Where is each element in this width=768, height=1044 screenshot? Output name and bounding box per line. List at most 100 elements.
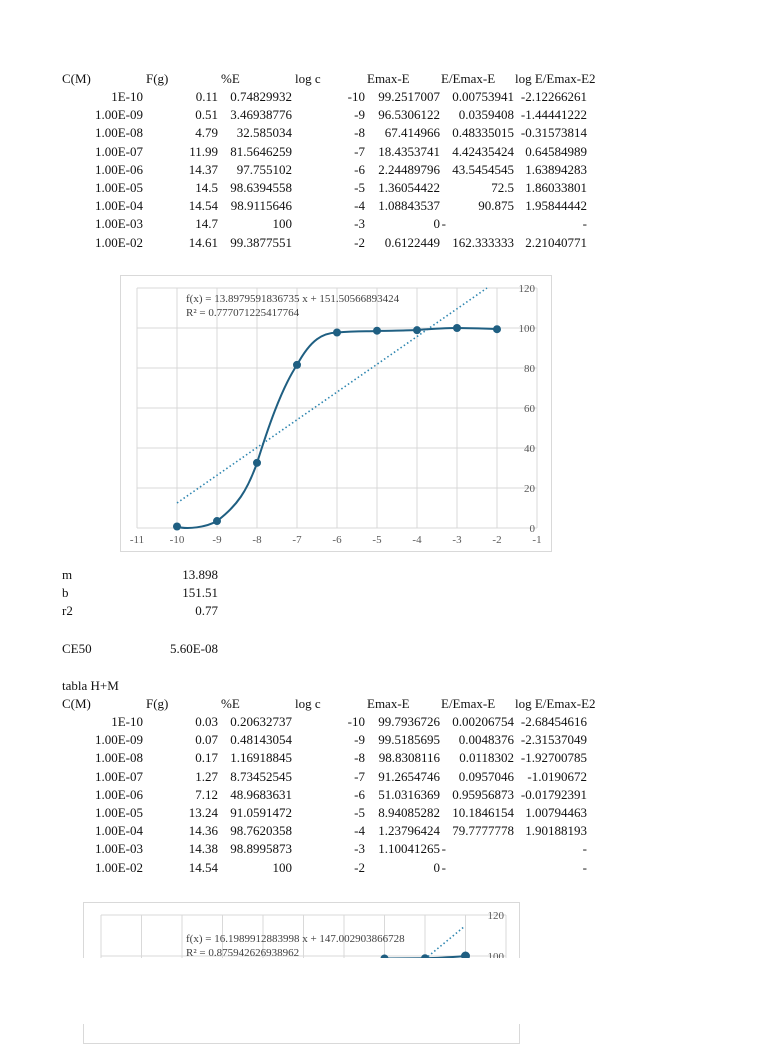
cell-cm: 1E-10: [111, 714, 143, 729]
cell-log-c: -7: [354, 143, 365, 159]
chart-1-xtick: -1: [532, 534, 541, 546]
chart-1-ytick: 20: [524, 483, 536, 495]
chart-1: f(x) = 13.8979591836735 x + 151.50566893…: [120, 275, 552, 552]
header-log-c: log c: [295, 696, 321, 711]
table-1-header: C(M) F(g) %E log c Emax-E E/Emax-E log E…: [0, 70, 768, 88]
cell-log-c: -5: [354, 805, 365, 820]
cell-log-c: -4: [354, 823, 365, 839]
cell-log-c: -3: [354, 216, 365, 232]
cell-pct-e: 48.9683631: [230, 786, 292, 802]
cell-emax-e: 51.0316369: [378, 786, 440, 802]
cell-pct-e: 0.74829932: [230, 89, 292, 104]
cell-pct-e: 0.20632737: [230, 714, 292, 729]
cell-cm: 1.00E-05: [94, 805, 143, 820]
header-emax-e: Emax-E: [367, 71, 410, 86]
cell-pct-e: 91.0591472: [230, 805, 292, 820]
cell-cm: 1E-10: [111, 89, 143, 104]
header-fg: F(g): [146, 696, 169, 711]
chart-2-trendline: [424, 925, 466, 960]
cell-log-e-emax-e2: 1.90188193: [525, 823, 587, 839]
cell-log-e-emax-e2: 2.21040771: [525, 234, 587, 250]
cell-emax-e: 1.23796424: [378, 823, 440, 839]
m-label: m: [62, 567, 73, 582]
table-row: 1.00E-03 14.7 100 -3 0- -: [0, 215, 768, 233]
cell-emax-e: 91.2654746: [378, 768, 440, 784]
cell-cm: 1.00E-06: [94, 786, 143, 802]
chart-1-xtick: -7: [292, 534, 302, 546]
cell-cm: 1.00E-05: [94, 180, 143, 195]
cell-log-c: -3: [354, 841, 365, 857]
cell-emax-e: 99.7936726: [378, 714, 440, 729]
table-row: 1.00E-07 1.27 8.73452545 -7 91.2654746 0.0957…: [0, 768, 768, 786]
ce50-value: 5.60E-08: [169, 641, 218, 656]
m-value: 13.898: [182, 567, 218, 582]
header-fg: F(g): [146, 71, 169, 86]
cell-cm: 1.00E-04: [94, 198, 143, 214]
header-pct-e: %E: [221, 71, 240, 86]
header-pct-e: %E: [221, 696, 240, 711]
cell-log-c: -2: [354, 234, 365, 250]
cell-fg: 14.5: [195, 180, 218, 195]
table-row: 1.00E-04 14.54 98.9115646 -4 1.08843537 90.87…: [0, 197, 768, 215]
cell-log-c: -4: [354, 198, 365, 214]
table-row: 1.00E-08 4.79 32.585034 -8 67.414966 0.483350…: [0, 124, 768, 142]
cell-fg: 1.27: [195, 768, 218, 784]
table-row: 1.00E-06 7.12 48.9683631 -6 51.0316369 0.9595…: [0, 786, 768, 804]
cell-e-emax-e: 0.00206754: [452, 714, 514, 729]
cell-pct-e: 98.6394558: [230, 180, 292, 195]
table-row: 1.00E-05 13.24 91.0591472 -5 8.94085282 10.18…: [0, 804, 768, 822]
cell-log-e-emax-e2: -2.68454616: [520, 714, 587, 729]
cell-emax-e: 18.4353741: [378, 143, 440, 159]
cell-log-e-emax-e2: -: [582, 859, 587, 875]
cell-fg: 14.36: [188, 823, 218, 839]
chart-1-xtick: -8: [252, 534, 262, 546]
chart-1-xtick: -10: [170, 534, 185, 546]
cell-fg: 4.79: [195, 125, 218, 141]
cell-fg: 14.38: [188, 841, 218, 857]
cell-cm: 1.00E-02: [94, 859, 143, 875]
cell-emax-e: 0.6122449: [384, 234, 440, 250]
cell-pct-e: 100: [272, 216, 293, 232]
cell-log-c: -6: [354, 161, 365, 177]
table-2-title: tabla H+M: [62, 678, 119, 693]
b-label: b: [62, 585, 69, 600]
cell-emax-e: 1.08843537: [378, 198, 440, 214]
header-emax-e: Emax-E: [367, 696, 410, 711]
header-log-e-emax-e2: log E/Emax-E2: [515, 696, 596, 711]
chart-1-equation: f(x) = 13.8979591836735 x + 151.50566893…: [186, 293, 400, 305]
cell-log-c: -10: [347, 89, 365, 104]
cell-pct-e: 98.7620358: [230, 823, 292, 839]
cell-log-c: -6: [354, 786, 365, 802]
header-log-c: log c: [295, 71, 321, 86]
chart-1-marker: [333, 328, 341, 337]
chart-1-xtick: -2: [492, 534, 501, 546]
chart-1-ytick: 120: [519, 283, 536, 295]
cell-e-emax-e: 0.0957046: [458, 768, 514, 784]
chart-1-xtick: -9: [212, 534, 222, 546]
cell-emax-e: 0: [433, 859, 441, 875]
cell-fg: 0.17: [195, 750, 218, 766]
cell-cm: 1.00E-08: [94, 125, 143, 141]
cell-emax-e: 8.94085282: [378, 805, 440, 820]
chart-2-ytick-120: 120: [488, 910, 505, 922]
cell-e-emax-e: -: [441, 859, 446, 875]
cell-log-e-emax-e2: 1.00794463: [525, 805, 587, 820]
cell-cm: 1.00E-04: [94, 823, 143, 839]
cell-e-emax-e: 0.48335015: [452, 125, 514, 141]
cell-emax-e: 67.414966: [384, 125, 440, 141]
cell-log-c: -10: [347, 714, 365, 729]
cell-cm: 1.00E-03: [94, 216, 143, 232]
cell-pct-e: 81.5646259: [230, 143, 292, 159]
cell-pct-e: 8.73452545: [230, 768, 292, 784]
cell-log-e-emax-e2: 1.63894283: [525, 161, 587, 177]
chart-1-ytick: 0: [530, 523, 536, 535]
cell-log-c: -8: [354, 750, 365, 766]
cell-log-e-emax-e2: -0.31573814: [520, 125, 587, 141]
chart-1-ytick: 80: [524, 363, 536, 375]
cell-log-e-emax-e2: 1.95844442: [525, 198, 587, 214]
chart-1-xtick: -6: [332, 534, 342, 546]
cell-log-c: -7: [354, 768, 365, 784]
chart-1-series-line: [176, 326, 498, 529]
table-row: 1.00E-07 11.99 81.5646259 -7 18.4353741 4.424…: [0, 143, 768, 161]
chart-1-markers: [173, 324, 501, 531]
